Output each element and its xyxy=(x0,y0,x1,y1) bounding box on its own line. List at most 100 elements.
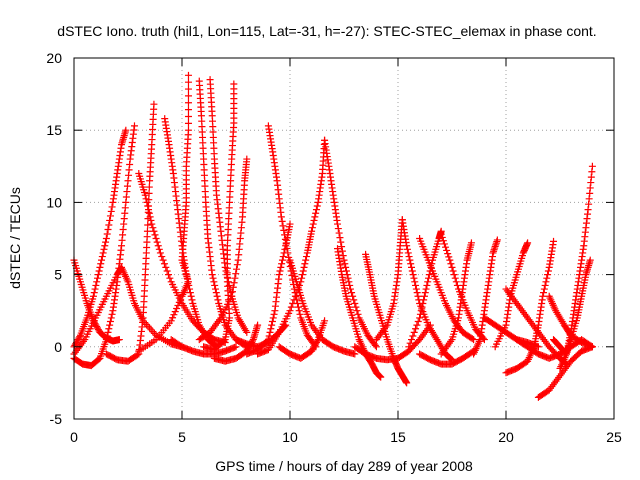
data-point-marker xyxy=(437,230,445,238)
data-point-marker xyxy=(233,261,241,269)
data-point-marker xyxy=(340,256,348,264)
data-point-marker xyxy=(350,296,358,304)
data-point-marker xyxy=(184,112,192,120)
data-point-marker xyxy=(338,247,346,255)
series-33 xyxy=(480,314,542,351)
data-point-marker xyxy=(342,263,350,271)
data-point-marker xyxy=(291,292,299,300)
data-point-marker xyxy=(102,235,110,242)
series-22 xyxy=(334,245,385,381)
data-point-marker xyxy=(295,307,303,315)
data-point-marker xyxy=(143,227,151,235)
data-point-marker xyxy=(186,289,194,297)
data-point-marker xyxy=(279,222,287,230)
series-9 xyxy=(167,336,240,358)
data-point-marker xyxy=(335,229,343,237)
data-point-marker xyxy=(372,343,380,351)
data-point-marker xyxy=(275,271,283,279)
data-point-marker xyxy=(425,274,433,282)
data-point-marker xyxy=(276,267,284,275)
data-point-marker xyxy=(588,162,596,170)
data-point-marker xyxy=(152,235,160,242)
data-point-marker xyxy=(300,263,308,271)
data-point-marker xyxy=(177,295,185,303)
series-21 xyxy=(286,256,359,358)
data-point-marker xyxy=(409,332,417,340)
data-point-marker xyxy=(266,328,274,336)
data-point-marker xyxy=(408,336,415,344)
data-point-marker xyxy=(410,274,418,282)
data-point-marker xyxy=(334,225,342,233)
data-point-marker xyxy=(405,343,413,351)
data-point-marker xyxy=(336,234,344,242)
data-point-marker xyxy=(321,317,329,325)
data-point-marker xyxy=(281,245,289,253)
data-point-marker xyxy=(159,256,167,264)
data-point-marker xyxy=(214,296,222,304)
data-point-marker xyxy=(346,285,354,293)
data-point-marker xyxy=(438,233,446,241)
data-point-marker xyxy=(93,278,101,286)
data-point-marker xyxy=(89,292,97,300)
data-point-marker xyxy=(220,337,228,345)
series-8 xyxy=(135,71,192,355)
series-3 xyxy=(70,126,130,351)
data-point-marker xyxy=(106,212,114,220)
data-point-marker xyxy=(290,296,298,304)
data-point-marker xyxy=(403,379,411,387)
data-point-marker xyxy=(411,278,419,286)
data-point-marker xyxy=(442,243,450,251)
data-point-marker xyxy=(403,242,411,250)
data-point-marker xyxy=(345,278,353,286)
data-point-marker xyxy=(286,307,294,315)
data-point-marker xyxy=(93,274,101,282)
data-point-marker xyxy=(419,299,427,307)
series-28 xyxy=(416,347,478,368)
data-point-marker xyxy=(420,292,428,300)
data-point-marker xyxy=(243,328,251,336)
data-point-marker xyxy=(310,216,318,224)
chart-title: dSTEC Iono. truth (hil1, Lon=115, Lat=-3… xyxy=(57,23,596,39)
data-point-marker xyxy=(422,285,430,293)
data-point-marker xyxy=(107,314,115,322)
data-point-marker xyxy=(280,249,288,257)
data-point-marker xyxy=(313,202,321,210)
series-13 xyxy=(195,155,251,344)
data-point-marker xyxy=(421,289,429,297)
data-point-marker xyxy=(145,209,153,217)
series-25 xyxy=(372,216,406,344)
y-tick-label: 5 xyxy=(54,267,62,283)
data-point-marker xyxy=(108,203,116,211)
data-point-marker xyxy=(407,260,415,268)
data-point-marker xyxy=(100,245,108,253)
x-tick-label: 10 xyxy=(282,429,298,445)
data-point-marker xyxy=(270,310,278,318)
data-point-marker xyxy=(412,285,420,293)
data-point-marker xyxy=(162,263,170,271)
data-point-marker xyxy=(289,299,297,307)
data-point-marker xyxy=(353,307,361,315)
y-tick-label: 15 xyxy=(46,122,62,138)
data-point-marker xyxy=(448,263,456,271)
data-point-marker xyxy=(298,271,306,279)
data-point-marker xyxy=(105,221,113,229)
data-point-marker xyxy=(348,289,356,297)
data-point-marker xyxy=(153,238,161,246)
data-point-marker xyxy=(154,242,162,250)
data-point-marker xyxy=(406,256,414,264)
data-point-marker xyxy=(450,271,458,279)
data-point-marker xyxy=(169,314,177,322)
data-point-marker xyxy=(231,274,239,282)
data-series xyxy=(70,71,596,401)
data-point-marker xyxy=(133,351,141,359)
data-point-marker xyxy=(377,373,385,381)
data-point-marker xyxy=(267,325,275,333)
data-point-marker xyxy=(452,278,460,286)
data-point-marker xyxy=(289,276,297,284)
data-point-marker xyxy=(408,263,415,271)
data-point-marker xyxy=(143,198,151,206)
data-point-marker xyxy=(228,292,236,300)
data-point-marker xyxy=(352,303,360,311)
data-point-marker xyxy=(230,279,238,287)
data-point-marker xyxy=(102,336,110,344)
